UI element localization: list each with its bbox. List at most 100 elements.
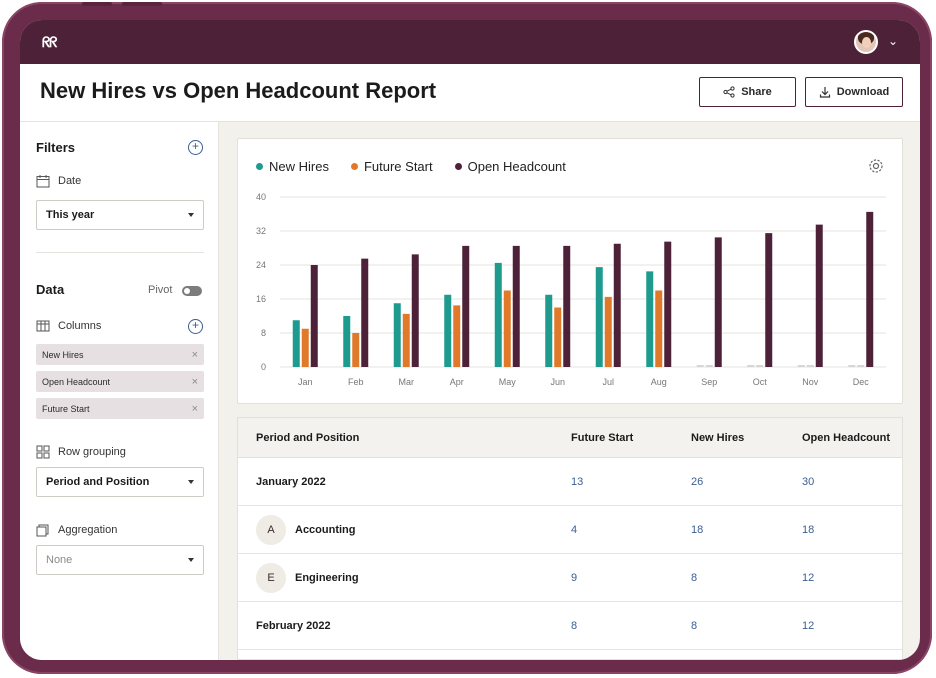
pivot-label: Pivot (148, 284, 173, 296)
chart-legend: New Hires Future Start Open Headcount (256, 159, 566, 174)
bar-open-headcount[interactable] (361, 258, 369, 367)
legend-label: Open Headcount (467, 159, 566, 174)
add-column-button[interactable]: + (188, 319, 203, 334)
cell-open-headcount[interactable]: 12 (802, 620, 815, 632)
bar-new-hires[interactable] (343, 316, 351, 367)
y-tick-label: 8 (261, 328, 266, 338)
columns-label: Columns (36, 319, 101, 333)
y-tick-label: 32 (256, 226, 266, 236)
bar-open-headcount[interactable] (563, 245, 571, 367)
avatar[interactable] (854, 30, 878, 54)
pivot-toggle[interactable] (182, 286, 202, 296)
bar-new-hires[interactable] (292, 320, 300, 367)
share-button[interactable]: Share (699, 77, 796, 107)
bar-open-headcount[interactable] (310, 265, 318, 367)
cell-open-headcount[interactable]: 12 (802, 572, 815, 584)
bar-open-headcount[interactable] (411, 254, 419, 367)
bar-future-start[interactable] (655, 290, 663, 368)
gear-icon[interactable] (868, 158, 884, 174)
bar-open-headcount[interactable] (462, 245, 470, 367)
cell-future-start[interactable]: 9 (571, 572, 578, 584)
row-grouping-value: Period and Position (46, 476, 150, 488)
x-tick-label: Mar (399, 377, 415, 387)
cell-new-hires[interactable]: 18 (691, 524, 704, 536)
grid-icon (36, 445, 50, 459)
bar-open-headcount[interactable] (512, 245, 520, 367)
bar-new-hires[interactable] (444, 294, 452, 367)
bar-new-hires[interactable] (545, 294, 553, 367)
cell-open-headcount[interactable]: 18 (802, 524, 815, 536)
bar-open-headcount[interactable] (815, 224, 823, 367)
app-screen: ᖇᖇ ⌄ New Hires vs Open Headcount Report … (20, 20, 920, 660)
row-grouping-select[interactable]: Period and Position (36, 467, 204, 497)
chevron-down-icon[interactable]: ⌄ (887, 34, 898, 48)
caret-down-icon (188, 480, 194, 484)
bar-future-start[interactable] (604, 296, 612, 367)
device-button (122, 2, 162, 6)
x-tick-label: Nov (802, 377, 819, 387)
column-chip-future-start[interactable]: Future Start × (36, 398, 204, 419)
bar-open-headcount[interactable] (714, 237, 722, 367)
y-tick-label: 40 (256, 192, 266, 202)
bar-future-start[interactable] (301, 328, 309, 367)
date-select[interactable]: This year (36, 200, 204, 230)
x-tick-label: May (499, 377, 517, 387)
bar-new-hires[interactable] (646, 271, 654, 367)
bar-new-hires[interactable] (595, 267, 603, 367)
share-label: Share (741, 86, 772, 98)
download-button[interactable]: Download (805, 77, 903, 107)
header-open-headcount[interactable]: Open Headcount (802, 432, 891, 444)
close-icon[interactable]: × (191, 348, 198, 361)
close-icon[interactable]: × (191, 375, 198, 388)
device-button (82, 2, 112, 6)
cell-future-start[interactable]: 4 (571, 524, 578, 536)
bar-future-start[interactable] (402, 313, 410, 367)
bar-future-start[interactable] (554, 307, 562, 368)
cell-future-start[interactable]: 13 (571, 476, 584, 488)
columns-icon (36, 320, 50, 332)
aggregation-text: Aggregation (58, 524, 118, 536)
bar-placeholder (756, 365, 764, 367)
bar-open-headcount[interactable] (765, 233, 773, 367)
table-row[interactable]: A Accounting 4 18 18 (238, 506, 902, 554)
cell-new-hires[interactable]: 8 (691, 620, 698, 632)
table-row[interactable]: January 2022 13 26 30 (238, 458, 902, 506)
column-chip-new-hires[interactable]: New Hires × (36, 344, 204, 365)
bar-new-hires[interactable] (494, 262, 502, 367)
bar-chart: 0 8 16 24 32 40 Jan Feb Mar Apr May Jun Jul Aug Sep Oct… (256, 192, 886, 387)
bar-placeholder (747, 365, 755, 367)
cell-new-hires[interactable]: 8 (691, 572, 698, 584)
x-tick-label: Feb (348, 377, 364, 387)
legend-label: New Hires (269, 159, 329, 174)
row-position-label: Engineering (295, 572, 359, 584)
cell-open-headcount[interactable]: 30 (802, 476, 815, 488)
bar-future-start[interactable] (453, 305, 461, 367)
cell-future-start[interactable]: 8 (571, 620, 578, 632)
header-future-start[interactable]: Future Start (571, 432, 634, 444)
bar-open-headcount[interactable] (664, 241, 672, 367)
header-new-hires[interactable]: New Hires (691, 432, 745, 444)
legend-item-new-hires[interactable]: New Hires (256, 159, 329, 174)
columns-label-text: Columns (58, 320, 102, 332)
legend-item-future-start[interactable]: Future Start (350, 159, 433, 174)
aggregation-select[interactable]: None (36, 545, 204, 575)
add-filter-button[interactable]: + (188, 140, 203, 155)
bar-future-start[interactable] (503, 290, 511, 368)
bar-open-headcount[interactable] (613, 243, 621, 367)
legend-item-open-headcount[interactable]: Open Headcount (454, 159, 566, 174)
x-tick-label: Jun (550, 377, 565, 387)
bar-placeholder (848, 365, 856, 367)
x-tick-label: Oct (753, 377, 768, 387)
table-row[interactable]: February 2022 8 8 12 (238, 602, 902, 650)
app-logo[interactable]: ᖇᖇ (42, 34, 58, 50)
cell-new-hires[interactable]: 26 (691, 476, 704, 488)
column-chip-open-headcount[interactable]: Open Headcount × (36, 371, 204, 392)
table-row[interactable]: E Engineering 9 8 12 (238, 554, 902, 602)
bar-new-hires[interactable] (393, 303, 401, 367)
close-icon[interactable]: × (191, 402, 198, 415)
bar-future-start[interactable] (352, 333, 360, 367)
y-tick-label: 24 (256, 260, 266, 270)
header-period-position[interactable]: Period and Position (256, 432, 360, 444)
bar-open-headcount[interactable] (866, 211, 874, 367)
